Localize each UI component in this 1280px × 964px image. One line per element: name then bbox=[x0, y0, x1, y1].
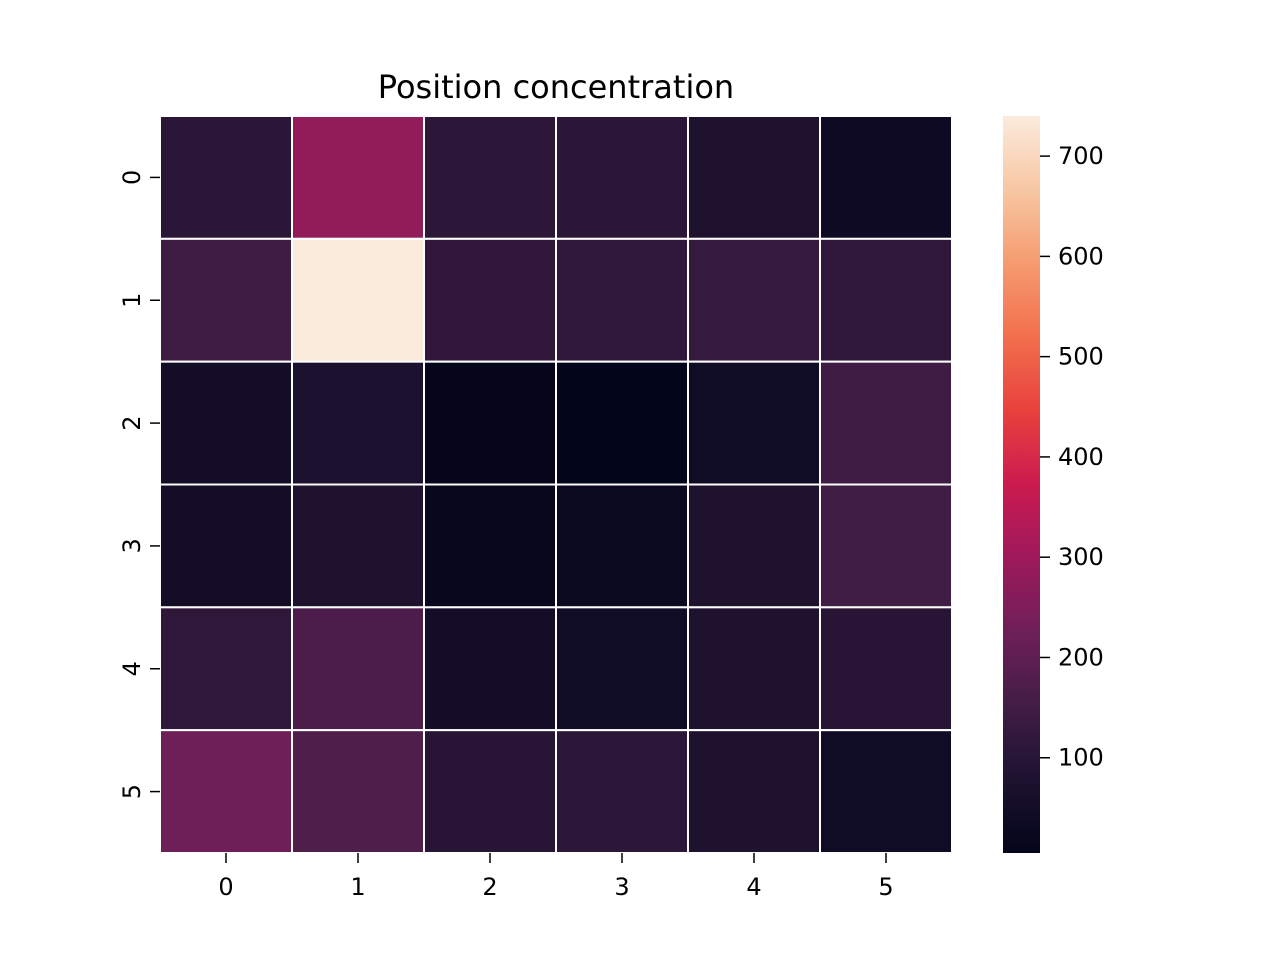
heatmap-cell-r5-c5 bbox=[819, 729, 953, 855]
x-tick-label: 2 bbox=[482, 873, 497, 901]
heatmap-cell-r1-c1 bbox=[291, 237, 425, 363]
heatmap-cell-r3-c0 bbox=[159, 483, 293, 609]
x-axis-ticks: 0 1 2 3 4 5 bbox=[218, 853, 894, 901]
x-tick-label: 0 bbox=[218, 873, 233, 901]
heatmap-cell-r4-c0 bbox=[159, 606, 293, 732]
x-tick-label: 4 bbox=[746, 873, 761, 901]
y-tick-label: 2 bbox=[118, 415, 146, 430]
heatmap-cell-r5-c3 bbox=[555, 729, 689, 855]
y-tick-label: 0 bbox=[118, 170, 146, 185]
heatmap-cell-r4-c2 bbox=[423, 606, 557, 732]
heatmap-cell-r0-c1 bbox=[291, 115, 425, 240]
heatmap-cell-r5-c1 bbox=[291, 729, 425, 855]
colorbar-ticks: 100 200 300 400 500 600 700 bbox=[1040, 142, 1104, 772]
colorbar-tick-label: 400 bbox=[1058, 443, 1104, 471]
heatmap-cell-r3-c2 bbox=[423, 483, 557, 609]
y-tick-label: 1 bbox=[118, 293, 146, 308]
heatmap-cell-r2-c3 bbox=[555, 360, 689, 486]
heatmap-cell-r2-c5 bbox=[819, 360, 953, 486]
colorbar-tick-label: 700 bbox=[1058, 142, 1104, 170]
heatmap-cell-r4-c1 bbox=[291, 606, 425, 732]
heatmap-cell-r5-c4 bbox=[687, 729, 821, 855]
heatmap-cell-r3-c3 bbox=[555, 483, 689, 609]
heatmap-cell-r1-c5 bbox=[819, 237, 953, 363]
chart-title: Position concentration bbox=[378, 68, 734, 106]
heatmap-cell-r3-c4 bbox=[687, 483, 821, 609]
heatmap-cell-r0-c2 bbox=[423, 115, 557, 240]
heatmap-cell-r2-c2 bbox=[423, 360, 557, 486]
heatmap-cell-r4-c4 bbox=[687, 606, 821, 732]
heatmap-cell-r0-c0 bbox=[159, 115, 293, 240]
colorbar bbox=[1003, 116, 1040, 853]
y-tick-label: 4 bbox=[118, 661, 146, 676]
heatmap-cell-r2-c1 bbox=[291, 360, 425, 486]
heatmap-cell-r5-c0 bbox=[159, 729, 293, 855]
colorbar-tick-label: 600 bbox=[1058, 242, 1104, 270]
heatmap-cell-r3-c1 bbox=[291, 483, 425, 609]
y-tick-label: 3 bbox=[118, 538, 146, 553]
heatmap-cell-r0-c5 bbox=[819, 115, 953, 240]
heatmap-cell-r1-c4 bbox=[687, 237, 821, 363]
heatmap-cell-r3-c5 bbox=[819, 483, 953, 609]
colorbar-tick-label: 200 bbox=[1058, 643, 1104, 671]
heatmap-cell-r1-c3 bbox=[555, 237, 689, 363]
heatmap-cells bbox=[159, 115, 953, 855]
colorbar-tick-label: 500 bbox=[1058, 343, 1104, 371]
x-tick-label: 3 bbox=[614, 873, 629, 901]
y-tick-label: 5 bbox=[118, 784, 146, 799]
heatmap-cell-r2-c4 bbox=[687, 360, 821, 486]
heatmap-cell-r0-c4 bbox=[687, 115, 821, 240]
heatmap-cell-r4-c3 bbox=[555, 606, 689, 732]
heatmap-cell-r1-c0 bbox=[159, 237, 293, 363]
heatmap-cell-r0-c3 bbox=[555, 115, 689, 240]
heatmap-cell-r5-c2 bbox=[423, 729, 557, 855]
heatmap-cell-r1-c2 bbox=[423, 237, 557, 363]
x-tick-label: 5 bbox=[878, 873, 893, 901]
heatmap-cell-r2-c0 bbox=[159, 360, 293, 486]
y-axis-ticks: 0 1 2 3 4 5 bbox=[118, 170, 160, 799]
heatmap-cell-r4-c5 bbox=[819, 606, 953, 732]
colorbar-tick-label: 300 bbox=[1058, 543, 1104, 571]
colorbar-tick-label: 100 bbox=[1058, 744, 1104, 772]
x-tick-label: 1 bbox=[350, 873, 365, 901]
